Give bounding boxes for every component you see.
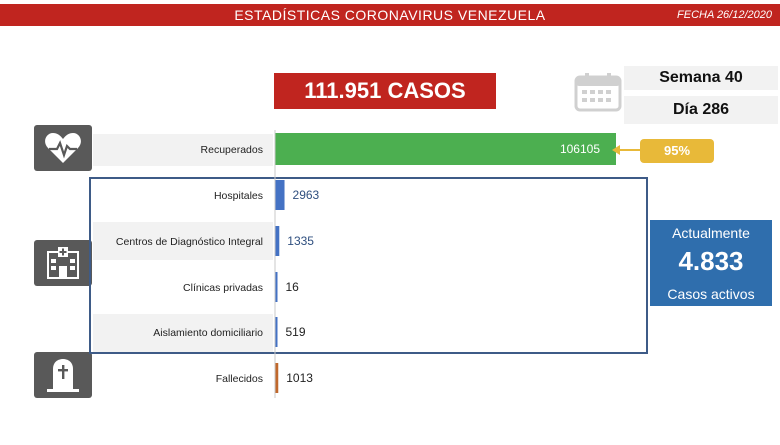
bar-1 — [275, 180, 285, 210]
value-label: 519 — [286, 325, 306, 339]
day-label: Día 286 — [624, 96, 778, 124]
heart-monitor-icon — [34, 125, 92, 171]
value-label: 16 — [286, 280, 300, 294]
header-bar: ESTADÍSTICAS CORONAVIRUS VENEZUELA FECHA… — [0, 4, 780, 26]
value-label: 1335 — [287, 234, 314, 248]
bar-4 — [275, 317, 278, 347]
category-label: Recuperados — [201, 144, 263, 156]
value-label: 2963 — [293, 188, 320, 202]
category-label-bg — [93, 134, 273, 166]
active-cases-value: 4.833 — [678, 246, 744, 276]
bar-5 — [275, 363, 279, 393]
bar-0 — [275, 133, 616, 165]
calendar-icon — [574, 72, 622, 112]
category-label: Centros de Diagnóstico Integral — [116, 236, 263, 248]
total-cases-badge: 111.951 CASOS — [274, 73, 496, 109]
recovered-percent-badge: 95% — [640, 139, 714, 163]
category-label: Clínicas privadas — [183, 282, 263, 294]
value-label: 106105 — [560, 142, 600, 156]
active-cases-frame — [89, 177, 648, 354]
category-label: Fallecidos — [216, 373, 263, 385]
date-label: FECHA 26/12/2020 — [677, 9, 772, 21]
bar-2 — [275, 226, 280, 256]
week-label: Semana 40 — [624, 66, 778, 90]
active-cases-title: Actualmente — [672, 225, 750, 241]
category-label-bg — [93, 314, 273, 352]
bar-3 — [275, 272, 278, 302]
tombstone-icon — [34, 352, 92, 398]
active-cases-subtitle: Casos activos — [667, 286, 755, 302]
page-title: ESTADÍSTICAS CORONAVIRUS VENEZUELA — [234, 7, 546, 23]
value-label: 1013 — [286, 371, 313, 385]
arrow-head-icon — [612, 145, 620, 155]
category-label: Aislamiento domiciliario — [153, 327, 263, 339]
hospital-icon — [34, 240, 92, 286]
category-label: Hospitales — [214, 190, 263, 202]
active-cases-box: Actualmente 4.833 Casos activos — [650, 220, 772, 306]
category-label-bg — [93, 222, 273, 260]
